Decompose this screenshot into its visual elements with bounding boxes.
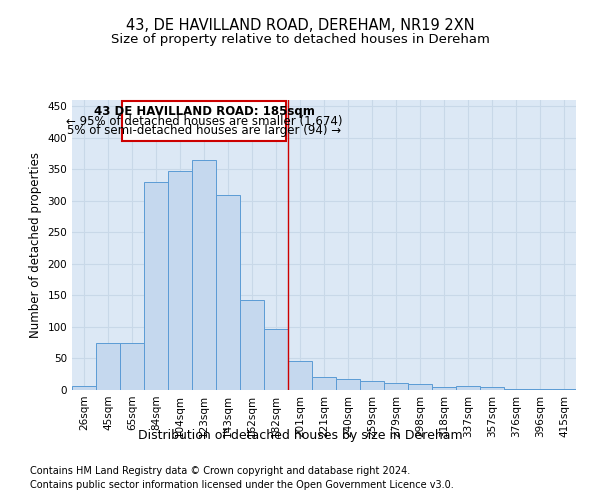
Bar: [360, 381, 384, 390]
Bar: [72, 386, 96, 390]
Bar: [144, 182, 168, 390]
Text: 5% of semi-detached houses are larger (94) →: 5% of semi-detached houses are larger (9…: [67, 124, 341, 138]
Bar: [408, 384, 432, 390]
Text: Distribution of detached houses by size in Dereham: Distribution of detached houses by size …: [137, 428, 463, 442]
Bar: [122, 102, 286, 141]
Text: 43, DE HAVILLAND ROAD, DEREHAM, NR19 2XN: 43, DE HAVILLAND ROAD, DEREHAM, NR19 2XN: [125, 18, 475, 32]
Text: Contains public sector information licensed under the Open Government Licence v3: Contains public sector information licen…: [30, 480, 454, 490]
Bar: [240, 300, 264, 390]
Bar: [456, 386, 480, 390]
Text: 43 DE HAVILLAND ROAD: 185sqm: 43 DE HAVILLAND ROAD: 185sqm: [94, 105, 314, 118]
Bar: [96, 342, 120, 390]
Bar: [432, 387, 456, 390]
Bar: [288, 361, 312, 390]
Bar: [504, 388, 528, 390]
Y-axis label: Number of detached properties: Number of detached properties: [29, 152, 42, 338]
Text: Size of property relative to detached houses in Dereham: Size of property relative to detached ho…: [110, 32, 490, 46]
Bar: [384, 383, 408, 390]
Bar: [264, 329, 288, 390]
Bar: [168, 170, 192, 390]
Bar: [216, 194, 240, 390]
Bar: [192, 160, 216, 390]
Bar: [480, 387, 504, 390]
Bar: [312, 378, 336, 390]
Text: ← 95% of detached houses are smaller (1,674): ← 95% of detached houses are smaller (1,…: [66, 114, 342, 128]
Bar: [336, 380, 360, 390]
Bar: [120, 342, 144, 390]
Text: Contains HM Land Registry data © Crown copyright and database right 2024.: Contains HM Land Registry data © Crown c…: [30, 466, 410, 476]
